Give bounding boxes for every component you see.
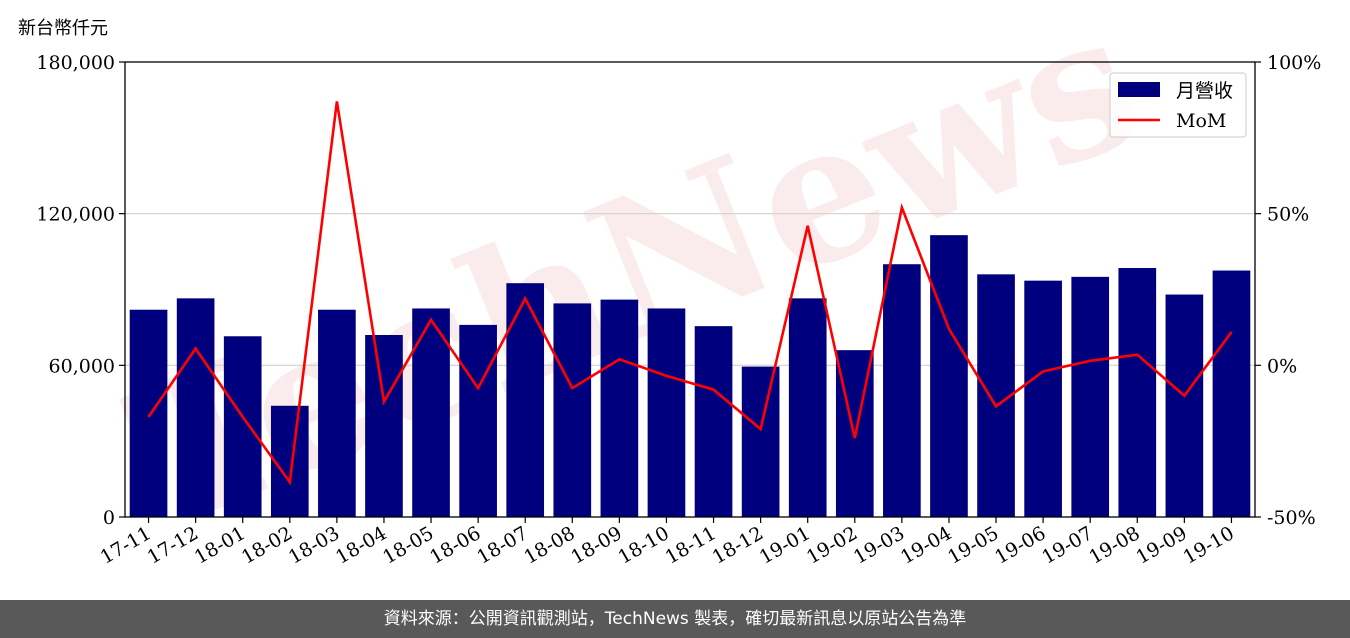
x-tick-label: 19-04 [897, 522, 955, 568]
bar-17-11 [129, 309, 168, 517]
mom-line-path [147, 101, 1233, 486]
bar-19-10 [1212, 270, 1251, 517]
plot-frame [124, 61, 1256, 518]
mom-line [147, 101, 1233, 486]
bar-18-07 [506, 283, 545, 517]
bar-19-06 [1024, 280, 1062, 517]
bar-18-02 [270, 405, 309, 517]
bar-19-07 [1071, 276, 1110, 517]
bar-17-12 [176, 298, 215, 517]
bar-19-01 [788, 298, 827, 517]
right-tick-label: -50% [1267, 507, 1316, 529]
bar-18-06 [459, 324, 497, 517]
left-tick-label: 0 [103, 507, 115, 529]
x-tick-label: 18-04 [332, 522, 390, 568]
x-tick-label: 18-06 [426, 522, 484, 568]
bar-19-03 [883, 264, 921, 517]
right-tick-label: 50% [1267, 204, 1309, 226]
bar-18-04 [365, 335, 403, 517]
legend-label-bar: 月營收 [1176, 80, 1233, 102]
revenue-chart: TechNews 060,000120,000180,000-50%0%50%1… [36, 0, 1321, 570]
x-tick-label: 18-12 [709, 522, 767, 568]
source-footer: 資料來源：公開資訊觀測站，TechNews 製表，確切最新訊息以原站公告為準 [0, 600, 1350, 638]
x-tick-label: 18-09 [567, 522, 625, 568]
bar-18-09 [600, 299, 639, 517]
x-tick-label: 18-08 [520, 522, 578, 568]
right-tick-label: 0% [1267, 355, 1297, 377]
bar-18-08 [553, 303, 592, 517]
legend-swatch-bar [1118, 82, 1160, 97]
bar-18-11 [694, 326, 733, 517]
x-tick-label: 19-05 [944, 522, 1002, 568]
x-tick-label: 18-10 [615, 522, 673, 568]
bar-18-01 [223, 336, 262, 517]
x-tick-label: 18-11 [662, 522, 720, 568]
bar-19-08 [1118, 268, 1157, 517]
legend: 月營收 MoM [1109, 72, 1247, 138]
legend-label-line: MoM [1176, 110, 1226, 132]
bar-19-04 [930, 235, 968, 517]
right-tick-label: 100% [1267, 52, 1321, 74]
left-tick-label: 180,000 [36, 52, 115, 74]
bar-18-10 [647, 308, 686, 517]
x-tick-label: 18-03 [285, 522, 343, 568]
x-tick-label: 19-07 [1038, 522, 1096, 568]
x-tick-label: 18-05 [379, 522, 437, 568]
bar-18-12 [741, 366, 780, 517]
x-tick-label: 17-11 [97, 522, 155, 568]
x-tick-label: 19-10 [1180, 522, 1238, 568]
x-tick-label: 19-02 [803, 522, 861, 568]
x-tick-label: 19-08 [1085, 522, 1143, 568]
left-tick-label: 60,000 [49, 355, 115, 377]
revenue-bars [129, 235, 1251, 517]
x-tick-label: 19-01 [756, 522, 814, 568]
bar-18-03 [318, 309, 356, 517]
x-tick-label: 19-03 [850, 522, 908, 568]
y-axis-unit-label: 新台幣仟元 [18, 18, 108, 39]
x-tick-label: 18-07 [473, 522, 531, 568]
bar-19-09 [1165, 294, 1204, 517]
x-tick-label: 19-06 [991, 522, 1049, 568]
x-tick-label: 19-09 [1132, 522, 1190, 568]
left-tick-label: 120,000 [36, 204, 115, 226]
